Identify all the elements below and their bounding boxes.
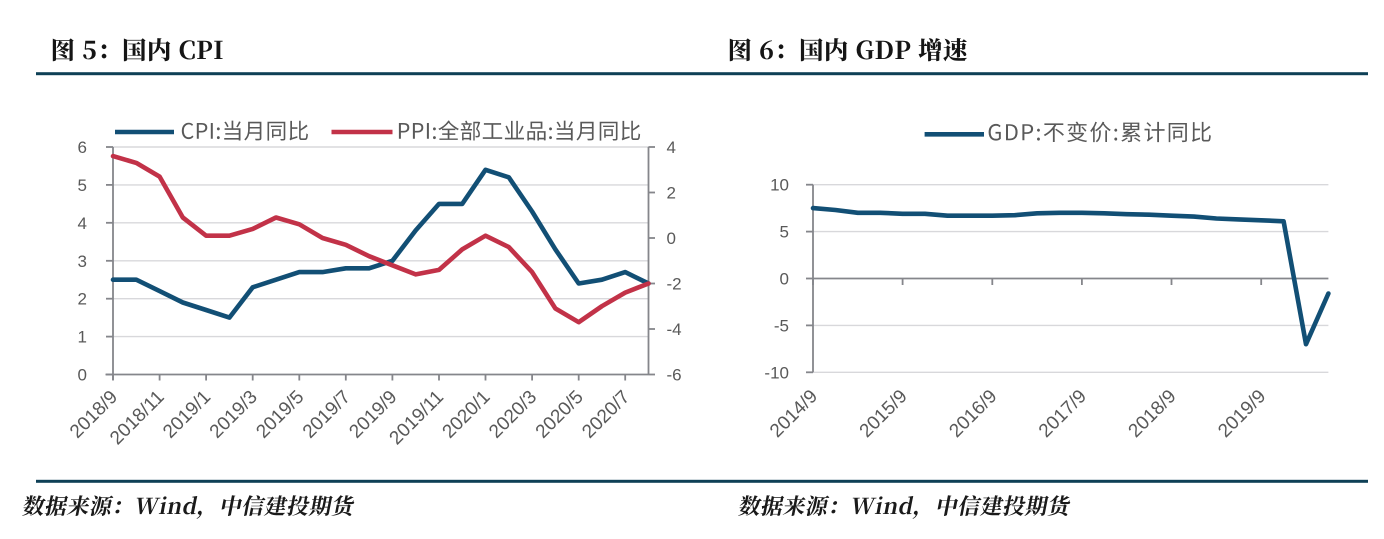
svg-text:-2: -2: [667, 275, 682, 294]
svg-text:1: 1: [78, 328, 87, 347]
svg-text:5: 5: [780, 223, 789, 242]
svg-text:4: 4: [78, 214, 87, 233]
svg-text:6: 6: [78, 138, 87, 157]
svg-text:0: 0: [667, 229, 676, 248]
svg-text:-6: -6: [667, 366, 682, 385]
svg-text:-10: -10: [764, 363, 789, 382]
svg-text:10: 10: [770, 176, 789, 195]
svg-text:4: 4: [667, 138, 676, 157]
svg-text:5: 5: [78, 176, 87, 195]
svg-text:-4: -4: [667, 320, 682, 339]
svg-text:0: 0: [78, 366, 87, 385]
svg-text:2: 2: [667, 184, 676, 203]
svg-text:3: 3: [78, 252, 87, 271]
svg-text:-5: -5: [774, 316, 789, 335]
svg-text:2: 2: [78, 290, 87, 309]
svg-text:0: 0: [780, 270, 789, 289]
